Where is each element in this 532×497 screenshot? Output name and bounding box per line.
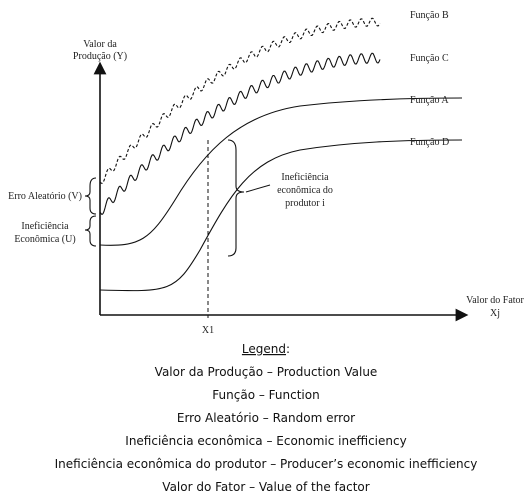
function-b-curve — [99, 17, 381, 185]
inefficiency-label: Econômica (U) — [14, 234, 75, 245]
x-axis-label: Xj — [490, 308, 500, 319]
inefficiency-label: Ineficiência — [21, 221, 69, 232]
brace-v — [84, 177, 97, 215]
function-c-curve — [99, 52, 381, 216]
legend-item: Valor do Fator – Value of the factor — [162, 480, 369, 494]
brace-producer — [227, 139, 245, 257]
function-label: Função A — [410, 95, 449, 106]
function-d-curve — [99, 139, 463, 292]
legend-title-text: Legend — [242, 342, 286, 356]
function-label: Função B — [410, 10, 449, 21]
y-axis-label: Produção (Y) — [73, 51, 127, 62]
brace-u — [84, 215, 97, 247]
legend-colon: : — [286, 342, 290, 356]
legend-item: Função – Function — [212, 388, 319, 402]
y-axis-label: Valor da — [83, 39, 117, 50]
producer-label: produtor i — [285, 198, 325, 209]
x-axis-label: Valor do Fator — [466, 295, 524, 306]
x1-label: X1 — [202, 325, 214, 336]
pointer — [245, 184, 271, 193]
legend-title: Legend: — [242, 342, 290, 356]
legend-item: Ineficiência econômica do produtor – Pro… — [55, 457, 478, 471]
producer-label: econômica do — [277, 185, 333, 196]
producer-label: Ineficiência — [281, 172, 329, 183]
error-label: Erro Aleatório (V) — [8, 191, 82, 202]
legend-item: Valor da Produção – Production Value — [155, 365, 378, 379]
legend-item: Erro Aleatório – Random error — [177, 411, 355, 425]
legend-item: Ineficiência econômica – Economic ineffi… — [125, 434, 406, 448]
function-a-curve — [99, 97, 463, 246]
function-label: Função D — [410, 137, 449, 148]
function-label: Função C — [410, 53, 449, 64]
